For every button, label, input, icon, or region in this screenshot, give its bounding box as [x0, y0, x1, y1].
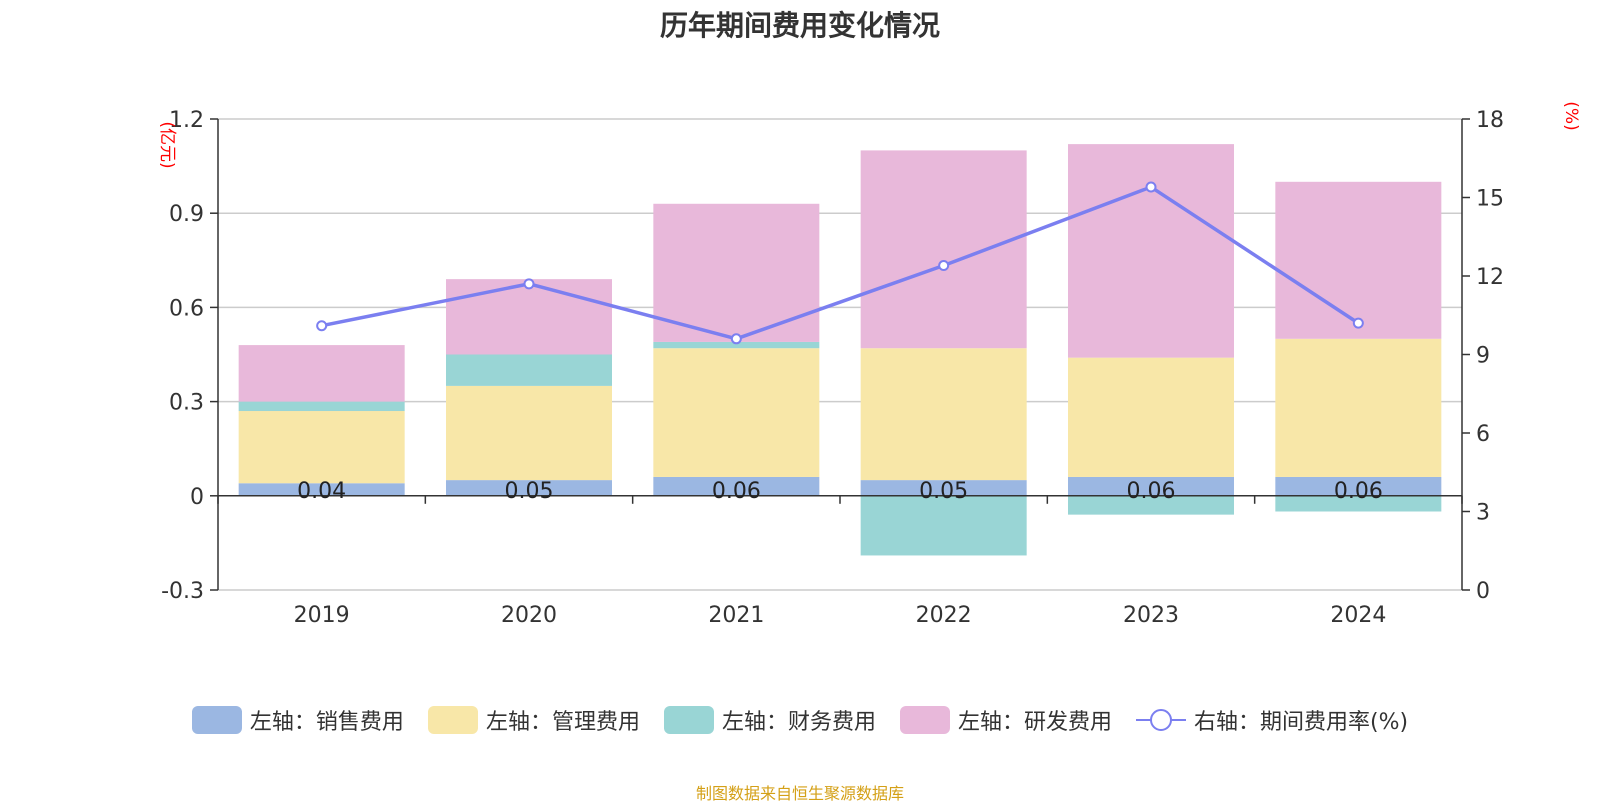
- legend-swatch-rnd: [899, 706, 950, 734]
- rate-point-2019: [316, 320, 328, 332]
- right-axis-tick-label: 6: [1476, 422, 1490, 447]
- legend-item-rate[interactable]: 右轴：期间费用率(%): [1135, 704, 1409, 736]
- chart-plot: -0.3 0 0.3 0.6 0.9 1.2 0 3 6 9 12 15 18 2019 2020 2021 2…: [157, 101, 1581, 628]
- data-label-sales: 0.06: [1334, 479, 1383, 504]
- legend-label-admin: 左轴：管理费用: [485, 710, 640, 735]
- bar-0-2020: [446, 480, 612, 496]
- grid-lines: [218, 118, 1462, 591]
- legend-swatch-finance: [663, 706, 714, 734]
- bar-3-2020: [446, 279, 612, 355]
- bar-0-2022: [860, 480, 1027, 496]
- bar-2-2023: [1068, 495, 1234, 515]
- legend-item-sales[interactable]: 左轴：销售费用: [191, 704, 404, 736]
- rate-point-2024: [1352, 317, 1364, 329]
- rate-point-2021: [730, 333, 742, 345]
- bar-2-2022: [860, 495, 1027, 556]
- bar-1-2023: [1068, 357, 1234, 477]
- bar-2-2020: [446, 354, 612, 386]
- right-axis-tick-label: 12: [1476, 265, 1504, 290]
- legend-line-marker-icon: [1135, 706, 1186, 734]
- legend-label-finance: 左轴：财务费用: [721, 710, 876, 735]
- x-axis-tick-label: 2019: [294, 603, 350, 628]
- x-axis-tick-label: 2023: [1123, 603, 1179, 628]
- left-axis-unit: (亿元): [157, 121, 177, 168]
- data-label-sales: 0.06: [1127, 479, 1176, 504]
- legend: 左轴：销售费用 左轴：管理费用 左轴：财务费用 左轴：研发费用 右轴：期间费用率…: [0, 700, 1600, 740]
- rate-line-series: [316, 181, 1364, 345]
- bar-0-2023: [1068, 476, 1234, 496]
- bar-1-2022: [860, 348, 1027, 481]
- left-axis-tick-label: -0.3: [161, 579, 204, 604]
- rate-point-2023: [1145, 181, 1157, 193]
- rate-point-2020: [523, 278, 535, 290]
- bar-0-2021: [653, 476, 820, 496]
- bar-0-2024: [1275, 476, 1442, 496]
- bar-2-2024: [1275, 495, 1442, 512]
- bar-3-2023: [1068, 144, 1234, 358]
- legend-item-admin[interactable]: 左轴：管理费用: [427, 704, 640, 736]
- bar-2-2021: [653, 341, 820, 349]
- bar-series: [238, 144, 1442, 556]
- x-axis-tick-label: 2024: [1330, 603, 1386, 628]
- data-source-note: 制图数据来自恒生聚源数据库: [695, 784, 904, 803]
- legend-swatch-admin: [427, 706, 478, 734]
- bar-2-2019: [238, 401, 405, 412]
- chart-title: 历年期间费用变化情况: [659, 9, 940, 42]
- right-axis-tick-label: 15: [1476, 187, 1504, 212]
- legend-label-rate: 右轴：期间费用率(%): [1193, 710, 1409, 735]
- right-axis-tick-label: 9: [1476, 344, 1490, 369]
- right-axis-tick-label: 3: [1476, 501, 1490, 526]
- data-label-sales: 0.05: [919, 479, 968, 504]
- data-label-sales: 0.04: [297, 479, 346, 504]
- right-axis-tick-label: 0: [1476, 579, 1490, 604]
- bar-0-2019: [238, 483, 405, 496]
- data-labels: 0.04 0.05 0.06 0.05 0.06 0.06: [297, 479, 1383, 504]
- rate-line: [321, 185, 1360, 341]
- axes: -0.3 0 0.3 0.6 0.9 1.2 0 3 6 9 12 15 18 2019 2020 2021 2…: [161, 108, 1504, 628]
- data-label-sales: 0.05: [505, 479, 554, 504]
- x-axis-tick-label: 2020: [501, 603, 557, 628]
- legend-label-sales: 左轴：销售费用: [249, 710, 404, 735]
- bar-1-2024: [1275, 338, 1442, 477]
- left-axis-tick-label: 1.2: [169, 108, 204, 133]
- legend-swatch-sales: [191, 706, 242, 734]
- right-axis-unit: (%): [1561, 101, 1581, 130]
- right-axis-tick-label: 18: [1476, 108, 1504, 133]
- bar-3-2019: [238, 345, 405, 402]
- left-axis-tick-label: 0.3: [169, 391, 204, 416]
- bar-1-2021: [653, 348, 820, 477]
- left-axis-tick-label: 0.9: [169, 202, 204, 227]
- left-axis-tick-label: 0.6: [169, 296, 204, 321]
- bar-1-2019: [238, 411, 405, 484]
- x-axis-tick-label: 2021: [708, 603, 764, 628]
- legend-item-rnd[interactable]: 左轴：研发费用: [899, 704, 1112, 736]
- legend-label-rnd: 左轴：研发费用: [957, 710, 1112, 735]
- rate-point-2022: [938, 260, 950, 272]
- data-label-sales: 0.06: [712, 479, 761, 504]
- bar-1-2020: [446, 385, 612, 481]
- left-axis-tick-label: 0: [190, 485, 204, 510]
- bar-3-2024: [1275, 181, 1442, 339]
- bar-3-2021: [653, 203, 820, 342]
- bar-3-2022: [860, 150, 1027, 349]
- x-axis-tick-label: 2022: [916, 603, 972, 628]
- legend-item-finance[interactable]: 左轴：财务费用: [663, 704, 876, 736]
